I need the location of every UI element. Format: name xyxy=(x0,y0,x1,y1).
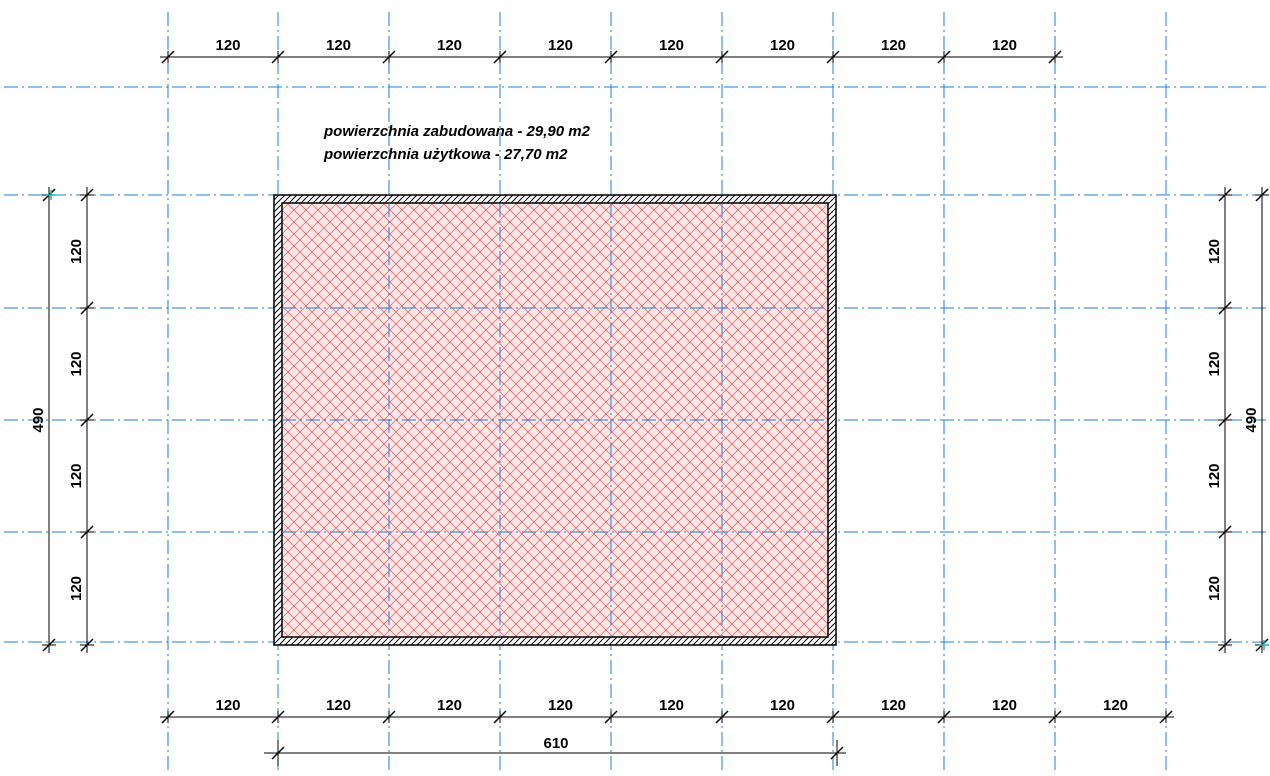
dimension-label: 120 xyxy=(881,37,906,54)
dimension-label: 120 xyxy=(1206,463,1223,488)
dimension-label: 490 xyxy=(1243,407,1260,432)
dimension-label: 120 xyxy=(68,576,85,601)
left-overall-dimension: 490 xyxy=(30,187,56,653)
dimension-label: 120 xyxy=(770,37,795,54)
right-dimension-chain: 120 120 120 120 xyxy=(1206,187,1232,653)
dimension-label: 120 xyxy=(1206,239,1223,264)
left-dimension-chain: 120 120 120 120 xyxy=(68,187,94,653)
dimension-label: 120 xyxy=(1103,697,1128,714)
dimension-label: 120 xyxy=(68,463,85,488)
dimension-label: 120 xyxy=(770,697,795,714)
dimension-label: 120 xyxy=(1206,576,1223,601)
dimension-label: 120 xyxy=(992,697,1017,714)
dimension-label: 120 xyxy=(437,37,462,54)
dimension-label: 120 xyxy=(659,697,684,714)
grid-lines-inside xyxy=(282,203,828,637)
dimension-label: 120 xyxy=(992,37,1017,54)
dimension-label: 120 xyxy=(881,697,906,714)
dimension-label: 490 xyxy=(30,407,47,432)
built-area-note: powierzchnia zabudowana - 29,90 m2 xyxy=(323,123,591,140)
dimension-label: 120 xyxy=(326,697,351,714)
dimension-label: 120 xyxy=(68,351,85,376)
corner-marker-top-left xyxy=(46,190,56,200)
dimension-label: 120 xyxy=(659,37,684,54)
dimension-label: 120 xyxy=(68,239,85,264)
top-dimension-chain: 120 120 120 120 120 120 120 120 xyxy=(160,37,1063,64)
bottom-overall-dimension: 610 xyxy=(264,735,846,766)
dimension-label: 120 xyxy=(548,697,573,714)
dimension-label: 120 xyxy=(215,37,240,54)
usable-area-note: powierzchnia użytkowa - 27,70 m2 xyxy=(323,146,568,163)
corner-marker-bottom-right xyxy=(1259,640,1269,650)
bottom-dimension-chain: 120 120 120 120 120 120 120 120 120 xyxy=(160,697,1174,724)
dimension-label: 120 xyxy=(1206,351,1223,376)
dimension-label: 120 xyxy=(548,37,573,54)
dimension-label: 120 xyxy=(326,37,351,54)
dimension-label: 120 xyxy=(215,697,240,714)
bottom-overall-label: 610 xyxy=(543,735,568,752)
dimension-label: 120 xyxy=(437,697,462,714)
